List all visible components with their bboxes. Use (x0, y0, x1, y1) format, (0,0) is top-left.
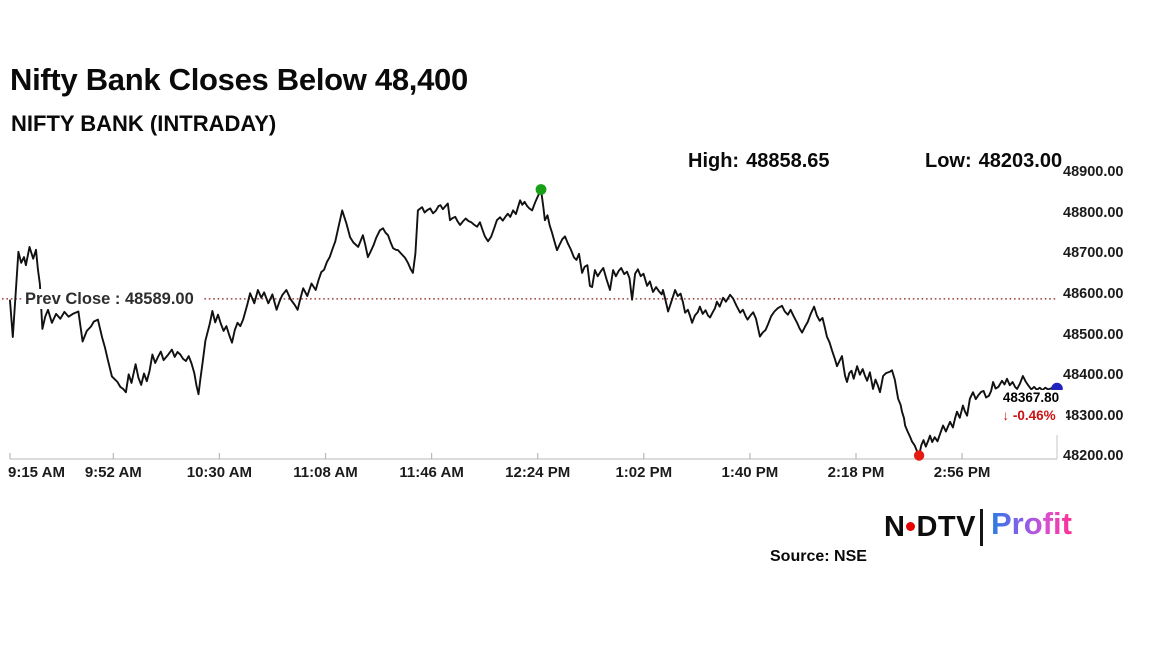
down-arrow-icon: ↓ (1002, 408, 1010, 423)
last-price-label: 48367.80 (996, 390, 1066, 406)
x-axis-label: 9:52 AM (84, 464, 142, 481)
x-axis-label: 2:56 PM (933, 464, 991, 481)
x-axis-label: 2:18 PM (827, 464, 885, 481)
change-percent: -0.46% (1012, 408, 1056, 423)
y-axis-label: 48900.00 (1063, 164, 1124, 181)
ndtv-logo-n: N (884, 511, 906, 543)
x-axis-label: 11:46 AM (399, 464, 464, 481)
prev-close-label: Prev Close : 48589.00 (22, 289, 202, 309)
logo-separator-bar (980, 509, 983, 546)
x-axis-label: 11:08 AM (293, 464, 358, 481)
high-marker-dot (535, 184, 547, 195)
y-axis-label: 48200.00 (1063, 448, 1124, 465)
ndtv-red-dot-icon (906, 521, 916, 531)
source-note: Source: NSE (770, 548, 867, 565)
x-axis-label: 9:15 AM (8, 464, 65, 481)
page-title: Nifty Bank Closes Below 48,400 (10, 62, 468, 97)
ndtv-logo: N DTV (884, 511, 976, 544)
x-axis-label: 12:24 PM (505, 464, 571, 481)
low-stat: Low: 48203.00 (925, 150, 1062, 173)
low-value: 48203.00 (978, 150, 1063, 172)
y-axis-label: 48500.00 (1063, 326, 1124, 343)
x-axis-label: 1:40 PM (721, 464, 779, 481)
high-value: 48858.65 (746, 150, 830, 172)
y-axis-label: 48700.00 (1063, 245, 1124, 262)
y-axis-label: 48600.00 (1063, 285, 1124, 302)
last-change-label: ↓ -0.46% (992, 408, 1066, 424)
high-label: High: (688, 150, 740, 172)
price-path (9, 188, 1058, 457)
x-axis-label: 10:30 AM (186, 464, 253, 481)
ndtv-logo-dtv: DTV (916, 511, 976, 543)
chart-subtitle: NIFTY BANK (INTRADAY) (11, 111, 277, 136)
low-label: Low: (925, 150, 972, 172)
high-stat: High: 48858.65 (688, 150, 830, 173)
x-axis-label: 1:02 PM (615, 464, 673, 481)
y-axis-label: 48400.00 (1063, 367, 1124, 384)
y-axis-label: 48300.00 (1063, 407, 1124, 424)
y-axis-label: 48800.00 (1063, 204, 1124, 221)
low-marker-dot (913, 450, 925, 461)
profit-logo: Profit (991, 506, 1072, 541)
